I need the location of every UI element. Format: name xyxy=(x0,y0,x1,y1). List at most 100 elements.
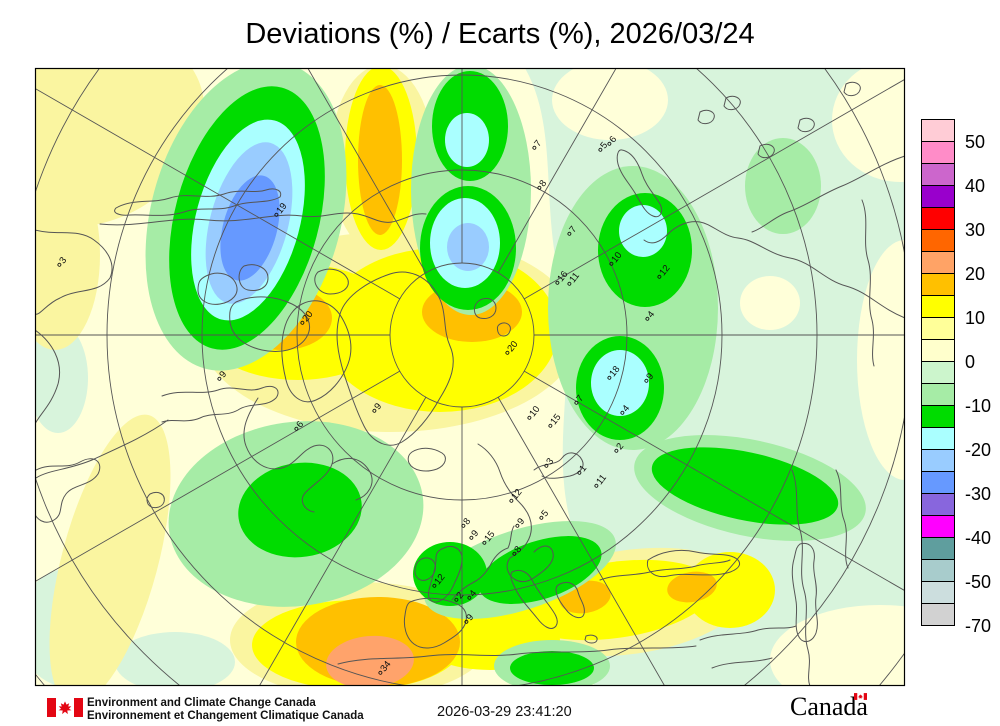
station-value: 8 xyxy=(512,544,524,555)
station-label: 5 xyxy=(539,508,551,520)
station-value: 3 xyxy=(544,456,556,467)
colorbar-box xyxy=(921,537,955,560)
colorbar-tick-label: 10 xyxy=(965,308,986,328)
station-marker-icon xyxy=(469,535,474,540)
colorbar-box xyxy=(921,515,955,538)
colorbar-tick-label: -10 xyxy=(965,396,992,416)
station-value: 7 xyxy=(532,138,544,149)
station-marker-icon xyxy=(461,523,466,528)
station-marker-icon xyxy=(467,595,472,600)
colorbar-box xyxy=(921,229,955,252)
station-value: 6 xyxy=(607,134,619,145)
station-label: 2 xyxy=(454,590,466,602)
station-value: 2 xyxy=(454,590,466,601)
station-value: 6 xyxy=(294,419,306,430)
station-marker-icon xyxy=(598,147,603,152)
station-label: 8 xyxy=(512,544,524,556)
station-label: 5 xyxy=(598,140,610,152)
station-label: 9 xyxy=(469,528,481,540)
station-marker-icon xyxy=(555,280,560,285)
agency-name-en: Environment and Climate Change Canada xyxy=(87,697,316,709)
station-label: 6 xyxy=(294,419,306,431)
station-marker-icon xyxy=(574,400,579,405)
contour-fill-layer-salmon xyxy=(326,635,414,685)
map-frame xyxy=(34,67,906,687)
station-marker-icon xyxy=(644,378,649,383)
colorbar-box xyxy=(921,449,955,472)
station-marker-icon xyxy=(509,498,514,503)
colorbar-tick-label: -50 xyxy=(965,572,992,592)
station-value: 9 xyxy=(464,612,476,623)
station-value: 7 xyxy=(567,224,579,235)
station-marker-icon xyxy=(614,448,619,453)
station-marker-icon xyxy=(300,320,305,325)
colorbar-box xyxy=(921,493,955,516)
station-label: 6 xyxy=(607,134,619,146)
colorbar-box xyxy=(921,339,955,362)
station-marker-icon xyxy=(294,426,299,431)
colorbar-box xyxy=(921,295,955,318)
station-marker-icon xyxy=(274,212,279,217)
station-marker-icon xyxy=(527,415,532,420)
station-marker-icon xyxy=(645,316,650,321)
station-label: 4 xyxy=(620,403,632,415)
station-label: 8 xyxy=(461,516,473,528)
station-label: 9 xyxy=(644,371,656,383)
station-value: 7 xyxy=(574,393,586,404)
colorbar-box xyxy=(921,559,955,582)
footer: Environment and Climate Change Canada En… xyxy=(0,686,1000,726)
station-value: 4 xyxy=(620,403,632,414)
colorbar-tick-label: 40 xyxy=(965,176,986,196)
station-marker-icon xyxy=(577,470,582,475)
colorbar-tick-label: 20 xyxy=(965,264,986,284)
station-label: 7 xyxy=(567,224,579,236)
station-label: 9 xyxy=(464,612,476,624)
station-marker-icon xyxy=(548,423,553,428)
colorbar-box xyxy=(921,119,955,142)
colorbar-tick-label: 0 xyxy=(965,352,976,372)
colorbar-box xyxy=(921,163,955,186)
station-marker-icon xyxy=(539,515,544,520)
station-label: 3 xyxy=(544,456,556,468)
station-label: 8 xyxy=(537,178,549,190)
station-value: 9 xyxy=(644,371,656,382)
colorbar-box xyxy=(921,383,955,406)
colorbar-box xyxy=(921,141,955,164)
station-marker-icon xyxy=(372,408,377,413)
station-value: 3 xyxy=(57,255,69,266)
station-marker-icon xyxy=(512,551,517,556)
station-marker-icon xyxy=(607,375,612,380)
colorbar-tick-label: 50 xyxy=(965,132,986,152)
page-title: Deviations (%) / Ecarts (%), 2026/03/24 xyxy=(245,18,755,50)
colorbar-box xyxy=(921,471,955,494)
station-label: 7 xyxy=(574,393,586,405)
station-marker-icon xyxy=(217,376,222,381)
station-value: 9 xyxy=(372,401,384,412)
colorbar-tick-label: -70 xyxy=(965,616,992,636)
station-value: 8 xyxy=(537,178,549,189)
colorbar-box xyxy=(921,273,955,296)
station-label: 9 xyxy=(515,516,527,528)
canada-wordmark: Canada xyxy=(790,692,868,722)
station-value: 4 xyxy=(645,309,657,320)
station-marker-icon xyxy=(482,540,487,545)
station-label: 1 xyxy=(577,463,589,475)
colorbar-box xyxy=(921,405,955,428)
station-marker-icon xyxy=(609,261,614,266)
generation-timestamp: 2026-03-29 23:41:20 xyxy=(437,704,572,720)
station-label: 4 xyxy=(467,588,479,600)
station-label: 7 xyxy=(532,138,544,150)
colorbar-tick-label: -30 xyxy=(965,484,992,504)
colorbar-legend: 50 40 30 20 10 0 -10 -20 -30 -40 -50 -70 xyxy=(921,119,1000,660)
station-marker-icon xyxy=(532,145,537,150)
station-label: 9 xyxy=(372,401,384,413)
station-value: 1 xyxy=(577,463,589,474)
canada-flag-icon xyxy=(47,698,83,717)
station-marker-icon xyxy=(464,619,469,624)
canada-wordmark-flag-icon xyxy=(854,693,867,700)
station-value: 5 xyxy=(539,508,551,519)
colorbar-box xyxy=(921,317,955,340)
station-marker-icon xyxy=(454,597,459,602)
